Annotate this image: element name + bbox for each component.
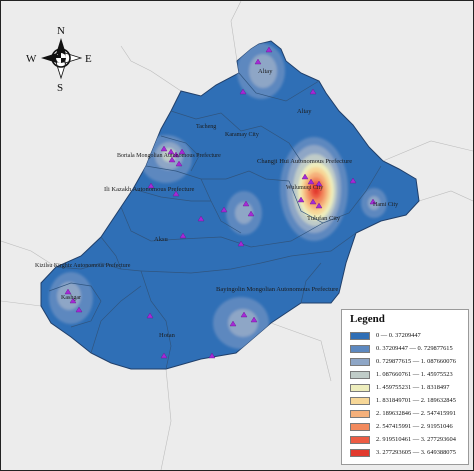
legend-item: 0. 729877615 — 1. 087660076 — [350, 355, 456, 368]
legend-swatch — [350, 448, 370, 457]
legend: Legend 0 — 0. 37209447 0. 37209447 — 0. 7… — [341, 309, 469, 465]
compass-w: W — [26, 53, 37, 65]
sample-point-marker — [240, 311, 248, 318]
legend-item: 2. 189632846 — 2. 547415991 — [350, 407, 456, 420]
sample-point-marker — [146, 312, 154, 319]
sample-point-marker — [147, 182, 155, 189]
compass-north-arrow — [56, 38, 66, 54]
sample-point-marker — [178, 148, 186, 155]
label-karamay: Karamay City — [225, 132, 259, 138]
legend-swatch — [350, 422, 370, 431]
label-ili: Ili Kazakh Autonomous Prefecture — [104, 186, 195, 193]
legend-swatch — [350, 370, 370, 379]
label-bortala: Bortala Mongolian Autonomous Prefecture — [117, 152, 221, 159]
sample-point-marker — [369, 198, 377, 205]
label-altay-city: Altay — [258, 68, 273, 75]
compass-rose: N S E W — [26, 25, 92, 94]
sample-point-marker — [172, 151, 180, 158]
compass-e: E — [85, 53, 92, 65]
sample-point-marker — [175, 160, 183, 167]
sample-point-marker — [307, 178, 315, 185]
sample-point-marker — [237, 240, 245, 247]
legend-item-label: 1. 087660761 — 1. 45975523 — [376, 371, 453, 378]
label-turpan: Tulufan City — [307, 215, 341, 222]
sample-point-marker — [315, 202, 323, 209]
legend-item: 1. 831849701 — 2. 189632845 — [350, 394, 456, 407]
legend-item-label: 1. 831849701 — 2. 189632845 — [376, 397, 456, 404]
sample-point-marker — [197, 215, 205, 222]
sample-point-marker — [239, 88, 247, 95]
legend-item-label: 0. 729877615 — 1. 087660076 — [376, 358, 456, 365]
sample-point-marker — [309, 198, 317, 205]
legend-swatch — [350, 383, 370, 392]
label-urumqi: Wulumuqi City — [286, 185, 323, 191]
sample-point-marker — [220, 206, 228, 213]
sample-point-marker — [309, 88, 317, 95]
legend-item: 2. 547415991 — 2. 91951046 — [350, 420, 456, 433]
compass-east-arrow — [64, 52, 83, 64]
legend-item-label: 0. 37209447 — 0. 729877615 — [376, 345, 453, 352]
legend-item-label: 2. 189632846 — 2. 547415991 — [376, 410, 456, 417]
sample-point-marker — [75, 306, 83, 313]
legend-item-label: 3. 277293605 — 3. 649388075 — [376, 449, 456, 456]
label-aksu: Aksu — [154, 236, 168, 243]
sample-point-marker — [160, 352, 168, 359]
legend-items: 0 — 0. 37209447 0. 37209447 — 0. 72987761… — [350, 329, 456, 459]
sample-point-marker — [265, 46, 273, 53]
place-labels: Altay Altay Tacheng Karamay City Bortala… — [35, 68, 398, 339]
sample-point-marker — [242, 200, 250, 207]
sample-points — [64, 46, 377, 359]
legend-swatch — [350, 331, 370, 340]
sample-point-marker — [301, 173, 309, 180]
compass-n: N — [57, 25, 65, 37]
sample-point-marker — [167, 148, 175, 155]
sample-point-marker — [64, 288, 72, 295]
prefecture-boundaries — [48, 72, 382, 369]
legend-item: 1. 087660761 — 1. 45975523 — [350, 368, 456, 381]
legend-swatch — [350, 409, 370, 418]
legend-item-label: 2. 919510461 — 3. 277293604 — [376, 436, 456, 443]
compass-west-arrow — [41, 53, 57, 63]
sample-point-marker — [247, 210, 255, 217]
label-hotan: Hotan — [159, 332, 176, 339]
legend-item-label: 2. 547415991 — 2. 91951046 — [376, 423, 453, 430]
legend-item: 0. 37209447 — 0. 729877615 — [350, 342, 456, 355]
sample-point-marker — [179, 232, 187, 239]
label-changji: Changji Hui Autonomous Prefecture — [257, 158, 352, 165]
sample-point-marker — [250, 316, 258, 323]
sample-point-marker — [254, 58, 262, 65]
legend-item: 1. 459755231 — 1. 8318497 — [350, 381, 456, 394]
label-kashgar: Kashgar — [61, 295, 81, 301]
label-bayingolin: Bayingolin Mongolian Autonomous Prefectu… — [216, 286, 338, 293]
legend-title: Legend — [350, 313, 385, 325]
legend-item: 2. 919510461 — 3. 277293604 — [350, 433, 456, 446]
sample-point-marker — [172, 190, 180, 197]
label-kizilsu: Kizilsu Kirghiz Autonomous Prefecture — [35, 262, 131, 269]
label-altay-prefecture: Altay — [297, 108, 312, 115]
legend-swatch — [350, 435, 370, 444]
sample-point-marker — [229, 320, 237, 327]
legend-item: 3. 277293605 — 3. 649388075 — [350, 446, 456, 459]
legend-swatch — [350, 357, 370, 366]
sample-point-marker — [349, 177, 357, 184]
sample-point-marker — [168, 156, 176, 163]
label-tacheng: Tacheng — [196, 124, 216, 130]
compass-south-arrow — [55, 61, 67, 80]
sample-point-marker — [208, 352, 216, 359]
legend-item: 0 — 0. 37209447 — [350, 329, 456, 342]
sample-point-marker — [160, 145, 168, 152]
sample-point-marker — [315, 180, 323, 187]
legend-item-label: 0 — 0. 37209447 — [376, 332, 421, 339]
sample-point-marker — [297, 196, 305, 203]
legend-swatch — [350, 344, 370, 353]
sample-point-marker — [69, 297, 77, 304]
compass-s: S — [57, 82, 63, 94]
label-hami: Hami City — [373, 202, 398, 208]
legend-item-label: 1. 459755231 — 1. 8318497 — [376, 384, 450, 391]
legend-swatch — [350, 396, 370, 405]
